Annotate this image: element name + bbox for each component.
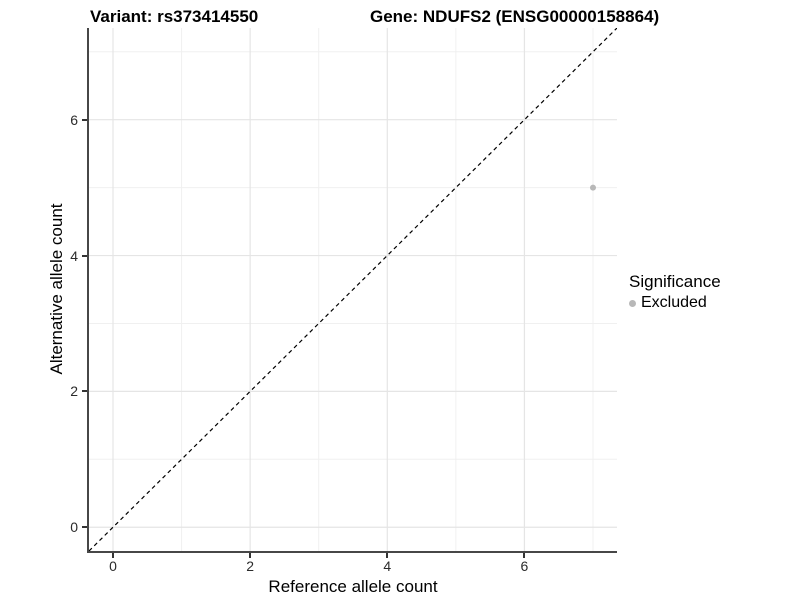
y-axis-title: Alternative allele count xyxy=(47,203,66,375)
variant-title: Variant: rs373414550 xyxy=(90,7,259,26)
x-tick-label: 4 xyxy=(383,558,392,574)
x-axis-line xyxy=(87,551,617,553)
legend-title: Significance xyxy=(629,272,721,291)
y-tick-label: 2 xyxy=(70,383,78,400)
chart-canvas xyxy=(89,28,617,551)
legend: Significance Excluded xyxy=(629,272,721,312)
y-tick-label: 4 xyxy=(70,247,78,264)
y-tick-mark xyxy=(82,526,87,529)
x-tick-label: 2 xyxy=(246,558,255,574)
y-tick-mark xyxy=(82,390,87,393)
x-axis-title: Reference allele count xyxy=(268,577,438,596)
x-tick-mark xyxy=(523,553,526,558)
identity-line xyxy=(89,28,617,551)
x-tick-mark xyxy=(112,553,114,558)
y-axis-line xyxy=(87,28,89,553)
plot-panel xyxy=(89,28,617,551)
legend-point-icon xyxy=(629,299,636,307)
y-tick-label: 0 xyxy=(70,519,78,536)
gene-title: Gene: NDUFS2 (ENSG00000158864) xyxy=(370,7,660,26)
data-point xyxy=(590,184,596,191)
x-tick-mark xyxy=(386,553,389,558)
x-tick-label: 6 xyxy=(520,558,529,574)
y-tick-mark xyxy=(82,118,87,121)
y-tick-mark xyxy=(82,254,87,257)
x-tick-label: 0 xyxy=(109,558,117,574)
legend-item: Excluded xyxy=(629,294,721,312)
legend-item-label: Excluded xyxy=(641,294,707,311)
y-tick-label: 6 xyxy=(70,111,78,128)
x-tick-mark xyxy=(249,553,252,558)
